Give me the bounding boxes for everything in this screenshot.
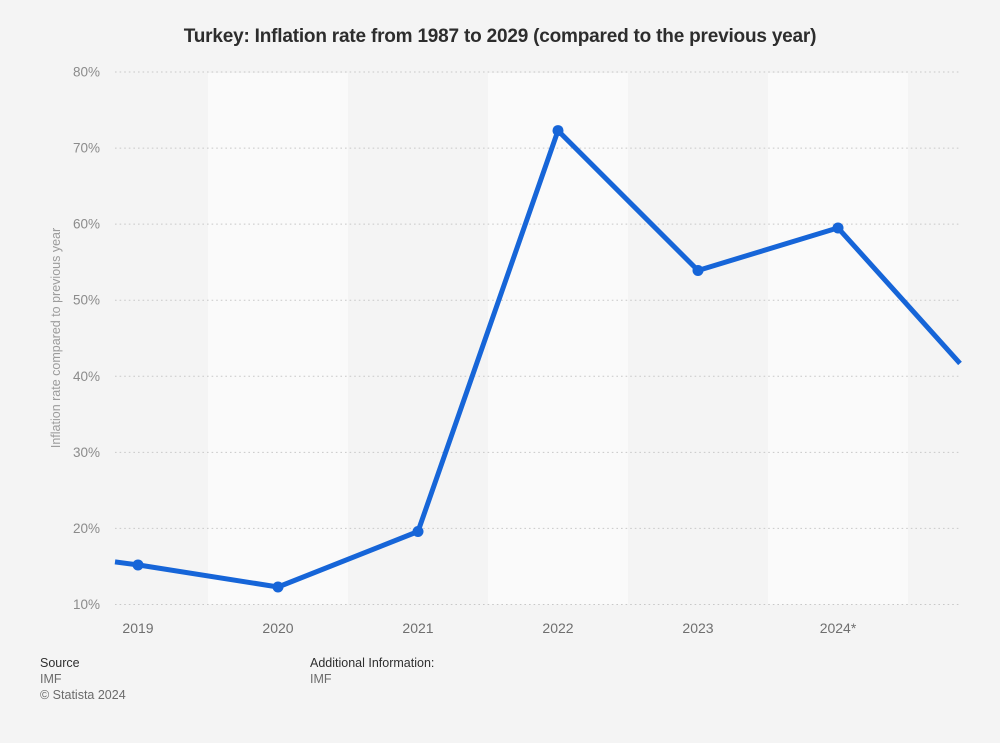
data-point-2024[interactable]: [832, 222, 844, 234]
x-tick-label: 2021: [402, 620, 433, 636]
year-band-2022: [488, 73, 628, 605]
additional-info-label: Additional Information:: [310, 656, 435, 670]
x-tick-label: 2020: [262, 620, 293, 636]
x-tick-label: 2023: [682, 620, 713, 636]
y-tick-label: 70%: [73, 141, 100, 156]
year-band-2020: [208, 73, 348, 605]
copyright-notice: © Statista 2024: [40, 688, 126, 702]
data-point-2022[interactable]: [552, 125, 564, 137]
additional-info-block: Additional Information: IMF: [310, 655, 434, 687]
y-tick-label: 20%: [73, 521, 100, 536]
y-tick-label: 50%: [73, 293, 100, 308]
y-tick-label: 40%: [73, 369, 100, 384]
x-tick-label: 2022: [542, 620, 573, 636]
x-tick-label: 2019: [122, 620, 153, 636]
year-band-2024: [768, 73, 908, 605]
data-point-2021[interactable]: [412, 525, 424, 537]
y-tick-label: 30%: [73, 445, 100, 460]
additional-info-value: IMF: [310, 672, 332, 686]
data-point-2020[interactable]: [272, 581, 284, 593]
y-axis-title: Inflation rate compared to previous year: [49, 228, 63, 448]
data-point-2019[interactable]: [132, 559, 144, 571]
source-block: Source IMF © Statista 2024: [40, 655, 126, 703]
source-label: Source: [40, 656, 80, 670]
y-tick-label: 60%: [73, 217, 100, 232]
y-tick-label: 10%: [73, 597, 100, 612]
source-value: IMF: [40, 672, 62, 686]
data-point-2023[interactable]: [692, 265, 704, 277]
y-tick-label: 80%: [73, 65, 100, 80]
x-tick-label: 2024*: [820, 620, 857, 636]
inflation-line[interactable]: [114, 128, 962, 590]
chart-title: Turkey: Inflation rate from 1987 to 2029…: [183, 26, 817, 47]
